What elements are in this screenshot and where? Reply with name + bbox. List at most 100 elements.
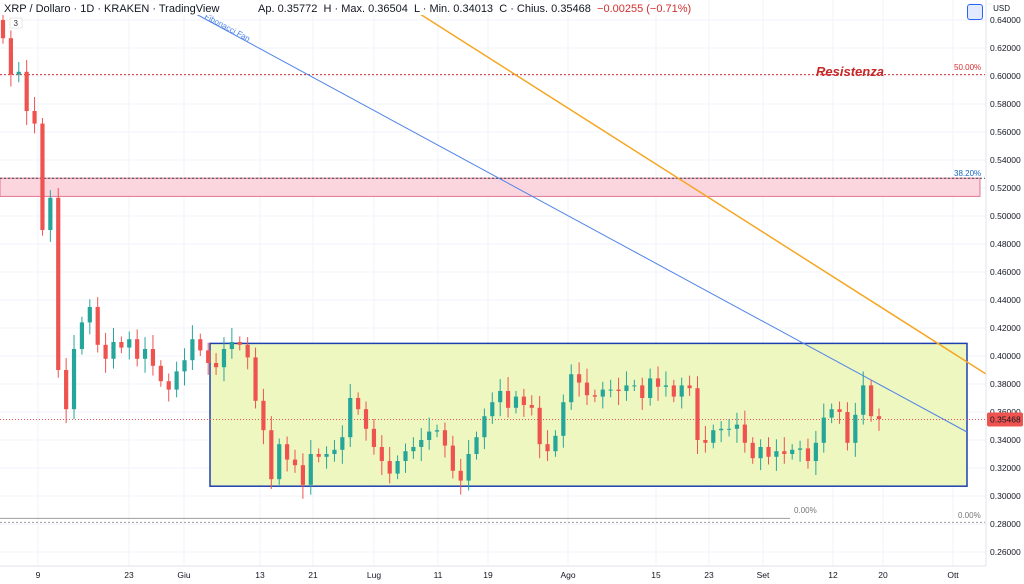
candle-body	[498, 391, 503, 403]
candle-body	[782, 451, 787, 454]
trend-line-orange[interactable]	[419, 13, 987, 375]
candle-body	[387, 461, 392, 474]
range-box[interactable]	[209, 342, 968, 487]
price-tick-label: 0.58000	[990, 99, 1021, 109]
time-tick-label: 21	[308, 570, 318, 580]
candle-body	[87, 307, 92, 323]
candle-body	[474, 437, 479, 454]
candle-body	[348, 398, 353, 438]
candle-body	[640, 385, 645, 398]
candle-body	[363, 409, 369, 429]
candle-body	[395, 461, 400, 474]
candle-body	[829, 409, 834, 418]
candle-body	[655, 378, 661, 387]
settings-icon[interactable]	[967, 4, 983, 20]
candle-body	[584, 382, 590, 396]
price-tick-label: 0.50000	[990, 211, 1021, 221]
time-tick-label: Lug	[367, 570, 381, 580]
candle-body	[577, 374, 582, 383]
candle-body	[379, 447, 384, 461]
candle-body	[569, 374, 574, 403]
candle-body	[308, 454, 313, 485]
price-tick-label: 0.38000	[990, 379, 1021, 389]
ohlc-readout: Ap. 0.35772 H · Max. 0.36504 L · Min. 0.…	[258, 3, 692, 15]
candle-body	[797, 448, 803, 450]
time-tick-label: 19	[483, 570, 493, 580]
price-tick-label: 0.62000	[990, 43, 1021, 53]
candle-body	[861, 385, 866, 415]
price-tick-label: 0.40000	[990, 351, 1021, 361]
price-tick-label: 0.32000	[990, 463, 1021, 473]
candle-body	[150, 349, 156, 366]
candle-body	[592, 395, 597, 397]
time-tick-label: 12	[828, 570, 838, 580]
candle-body	[24, 71, 29, 111]
resistance-zone	[0, 177, 981, 197]
candle-body	[221, 349, 227, 368]
candle-body	[356, 398, 361, 410]
candle-body	[245, 344, 250, 358]
candle-body	[553, 435, 558, 452]
candle-body	[821, 417, 826, 443]
time-tick-label: 13	[255, 570, 265, 580]
candle-body	[48, 197, 53, 230]
candle-body	[450, 445, 455, 471]
price-tick-label: 0.30000	[990, 491, 1021, 501]
price-tick-label: 0.54000	[990, 155, 1021, 165]
candle-body	[340, 437, 345, 450]
price-tick-label: 0.46000	[990, 267, 1021, 277]
candle-body	[608, 389, 613, 391]
fib-50-label: 50.00%	[954, 63, 981, 72]
candle-body	[371, 428, 377, 447]
price-tick-label: 0.36000	[990, 407, 1021, 417]
candle-body	[95, 307, 100, 345]
candle-body	[324, 454, 329, 457]
candle-body	[127, 339, 132, 348]
fibonacci-fan-line[interactable]	[195, 13, 968, 433]
candle-body	[403, 451, 408, 461]
candle-body	[182, 360, 187, 372]
resistance-label: Resistenza	[816, 64, 884, 79]
last-price-badge: 0.35468	[987, 412, 1023, 427]
candle-body	[206, 350, 211, 363]
candle-body	[71, 349, 77, 410]
candle-body	[790, 449, 795, 454]
candle-body	[261, 400, 266, 431]
currency-label[interactable]: USD	[993, 4, 1010, 13]
time-tick-label: Set	[757, 570, 770, 580]
candles	[0, 14, 882, 499]
price-tick-label: 0.42000	[990, 323, 1021, 333]
candle-body	[734, 424, 740, 429]
corner-marker: 3	[9, 17, 23, 29]
candle-body	[56, 197, 61, 370]
candle-body	[166, 381, 171, 390]
price-tick-label: 0.28000	[990, 519, 1021, 529]
candle-body	[135, 339, 140, 359]
svg-text:0.35468: 0.35468	[990, 414, 1021, 424]
candle-body	[434, 430, 440, 432]
candle-body	[316, 454, 321, 457]
price-axis[interactable]: 0.64000 0.62000 0.60000 0.58000 0.56000 0.540…	[985, 0, 1021, 566]
candle-body	[466, 454, 471, 481]
fib-0-label-b: 0.00%	[958, 511, 981, 520]
candle-body	[103, 344, 108, 359]
candle-body	[845, 412, 850, 443]
candle-body	[632, 385, 637, 387]
candle-body	[742, 424, 747, 443]
time-tick-label: Giu	[177, 570, 191, 580]
candle-body	[616, 389, 621, 391]
time-axis[interactable]: 9 23 Giu 13 21 Lug 11 19 Ago 15 23 Set 12 20 Ott	[0, 565, 986, 580]
candle-body	[332, 449, 337, 454]
candle-body	[758, 447, 763, 459]
time-tick-label: 23	[704, 570, 714, 580]
candle-body	[648, 378, 653, 398]
symbol-title[interactable]: XRP / Dollaro · 1D · KRAKEN · TradingVie…	[0, 3, 224, 15]
candle-body	[174, 371, 179, 390]
price-tick-label: 0.44000	[990, 295, 1021, 305]
price-tick-label: 0.60000	[990, 71, 1021, 81]
time-tick-label: Ott	[947, 570, 959, 580]
candle-body	[837, 409, 842, 412]
candle-body	[671, 385, 676, 397]
candle-body	[253, 357, 258, 401]
